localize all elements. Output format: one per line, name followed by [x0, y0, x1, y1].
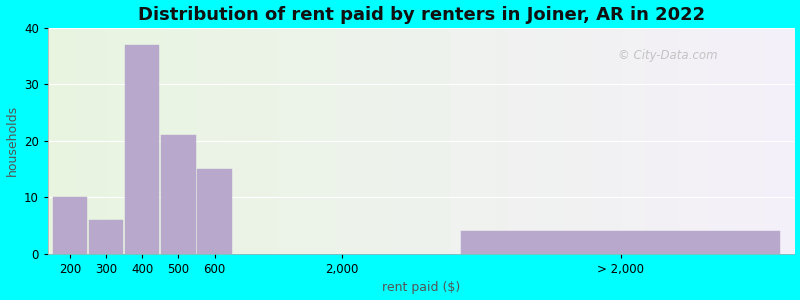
Bar: [125, 45, 159, 254]
Text: © City-Data.com: © City-Data.com: [618, 49, 718, 62]
Title: Distribution of rent paid by renters in Joiner, AR in 2022: Distribution of rent paid by renters in …: [138, 6, 705, 24]
Bar: [89, 220, 123, 254]
Bar: [53, 197, 87, 254]
Y-axis label: households: households: [6, 105, 18, 176]
Bar: [461, 231, 780, 254]
Bar: [198, 169, 232, 254]
X-axis label: rent paid ($): rent paid ($): [382, 281, 460, 294]
Bar: [162, 135, 196, 254]
